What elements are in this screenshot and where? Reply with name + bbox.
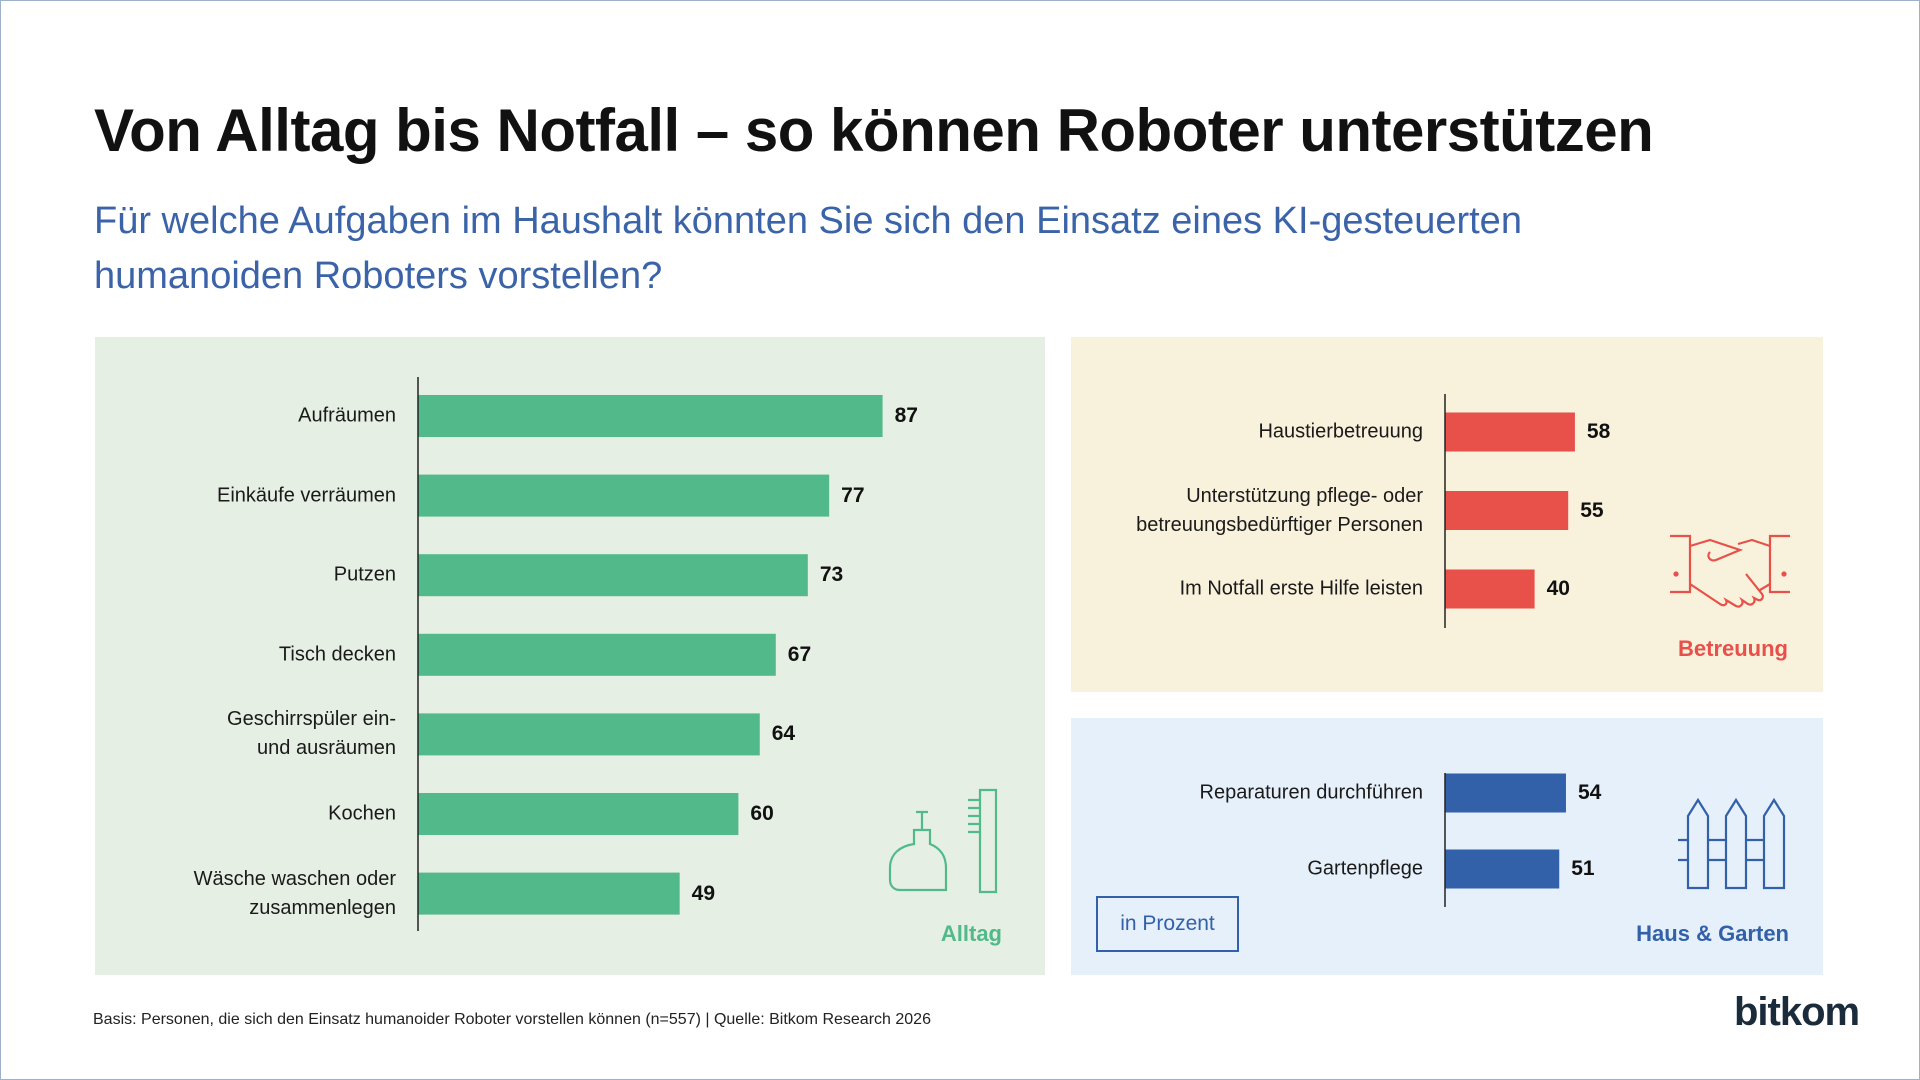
- category-label: Wäsche waschen oder zusammenlegen: [193, 867, 396, 919]
- subtitle: Für welche Aufgaben im Haushalt könnten …: [94, 200, 1522, 297]
- category-label: Reparaturen durchführen: [1199, 781, 1423, 804]
- panel-title: Betreuung: [1678, 636, 1788, 661]
- value-label: 64: [771, 722, 796, 746]
- value-label: 54: [1577, 781, 1602, 804]
- bar: [418, 554, 808, 597]
- bar: [1445, 773, 1566, 813]
- category-label: Putzen: [333, 563, 396, 586]
- category-label: Tisch decken: [278, 643, 396, 666]
- category-label: Im Notfall erste Hilfe leisten: [1179, 577, 1423, 600]
- value-label: 51: [1571, 857, 1595, 880]
- bar: [418, 395, 883, 437]
- category-label: Gartenpflege: [1307, 857, 1423, 880]
- category-label: Einkäufe verräumen: [217, 484, 396, 507]
- bar: [418, 633, 776, 676]
- value-label: 87: [894, 404, 918, 427]
- value-label: 55: [1580, 498, 1604, 522]
- unit-note: in Prozent: [1096, 896, 1239, 952]
- icon-fence: [1678, 797, 1786, 890]
- category-label: Aufräumen: [298, 404, 396, 427]
- source: Basis: Personen, die sich den Einsatz hu…: [93, 1011, 931, 1028]
- value-label: 67: [787, 642, 812, 666]
- panel-haus-garten: [1071, 718, 1823, 975]
- category-label: Geschirrspüler ein- und ausräumen: [227, 708, 396, 760]
- logo: bitkom: [1734, 990, 1860, 1034]
- value-label: 58: [1586, 420, 1611, 443]
- bar: [418, 713, 760, 756]
- panel-title: Alltag: [940, 921, 1002, 946]
- category-label: Haustierbetreuung: [1258, 420, 1423, 443]
- bar: [1445, 412, 1575, 452]
- value-label: 73: [819, 563, 844, 587]
- value-label: 77: [841, 483, 865, 507]
- icon-dustpan: [888, 788, 998, 894]
- bar: [418, 872, 680, 915]
- bar: [1445, 849, 1560, 889]
- value-label: 60: [750, 802, 774, 825]
- title: Von Alltag bis Notfall – so können Robot…: [94, 97, 1654, 164]
- bar: [1445, 491, 1569, 530]
- value-label: 49: [691, 881, 716, 905]
- category-label: Unterstützung pflege- oder betreuungsbed…: [1136, 484, 1423, 536]
- bar: [418, 474, 830, 517]
- value-label: 40: [1546, 577, 1570, 600]
- panel-title: Haus & Garten: [1636, 921, 1789, 946]
- bar: [1445, 569, 1535, 609]
- bar: [418, 793, 739, 835]
- category-label: Kochen: [328, 802, 396, 825]
- icon-handshake: [1670, 534, 1790, 608]
